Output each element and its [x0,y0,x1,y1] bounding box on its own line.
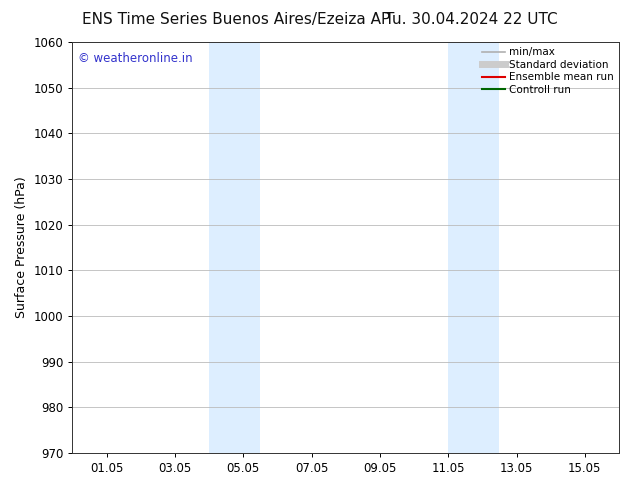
Bar [209,42,260,453]
Text: © weatheronline.in: © weatheronline.in [78,52,193,65]
Y-axis label: Surface Pressure (hPa): Surface Pressure (hPa) [15,176,28,318]
Text: Tu. 30.04.2024 22 UTC: Tu. 30.04.2024 22 UTC [385,12,558,27]
Legend: min/max, Standard deviation, Ensemble mean run, Controll run: min/max, Standard deviation, Ensemble me… [482,47,614,95]
Text: ENS Time Series Buenos Aires/Ezeiza AP: ENS Time Series Buenos Aires/Ezeiza AP [82,12,391,27]
Bar [448,42,500,453]
